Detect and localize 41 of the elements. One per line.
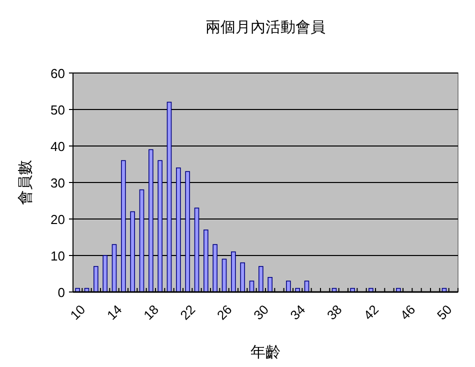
bar: [158, 160, 162, 292]
x-tick-label: 18: [140, 302, 162, 323]
x-tick-label: 38: [324, 302, 345, 323]
bar: [112, 244, 117, 292]
x-tick-label: 10: [67, 302, 88, 323]
x-tick-label: 30: [250, 302, 272, 323]
y-tick-label: 60: [50, 66, 65, 81]
x-tick-label: 26: [214, 302, 235, 323]
bar: [148, 149, 154, 292]
y-tick-label: 10: [50, 248, 65, 264]
x-tick-label: 14: [104, 302, 125, 323]
bar: [130, 211, 135, 292]
x-tick-label: 42: [360, 302, 382, 323]
x-tick-label: 46: [397, 302, 418, 323]
bar: [222, 258, 227, 292]
bar: [194, 208, 200, 292]
x-axis-title: 年齡: [250, 344, 280, 361]
x-tick-label: 34: [287, 302, 308, 323]
bar: [102, 255, 108, 292]
bar: [231, 251, 236, 292]
bar: [204, 230, 208, 292]
bar: [166, 102, 172, 292]
x-tick-label: 50: [434, 302, 455, 323]
x-tick-label: 22: [177, 302, 198, 323]
bar: [176, 168, 181, 292]
y-tick-label: 50: [50, 102, 65, 118]
y-tick-label: 30: [50, 176, 65, 190]
y-tick-label: 0: [58, 285, 65, 300]
bar: [212, 244, 218, 292]
bar: [94, 266, 98, 292]
bar: [139, 189, 144, 292]
bar: [240, 262, 245, 292]
bar: [258, 266, 264, 292]
bar: [268, 277, 272, 292]
y-tick-label: 20: [50, 212, 65, 227]
bar: [185, 171, 190, 292]
bar: [121, 160, 126, 292]
y-axis-title: 會員數: [17, 160, 34, 205]
bar: [286, 280, 291, 292]
chart-title: 兩個月內活動會員: [206, 19, 326, 36]
y-tick-label: 40: [50, 139, 65, 154]
